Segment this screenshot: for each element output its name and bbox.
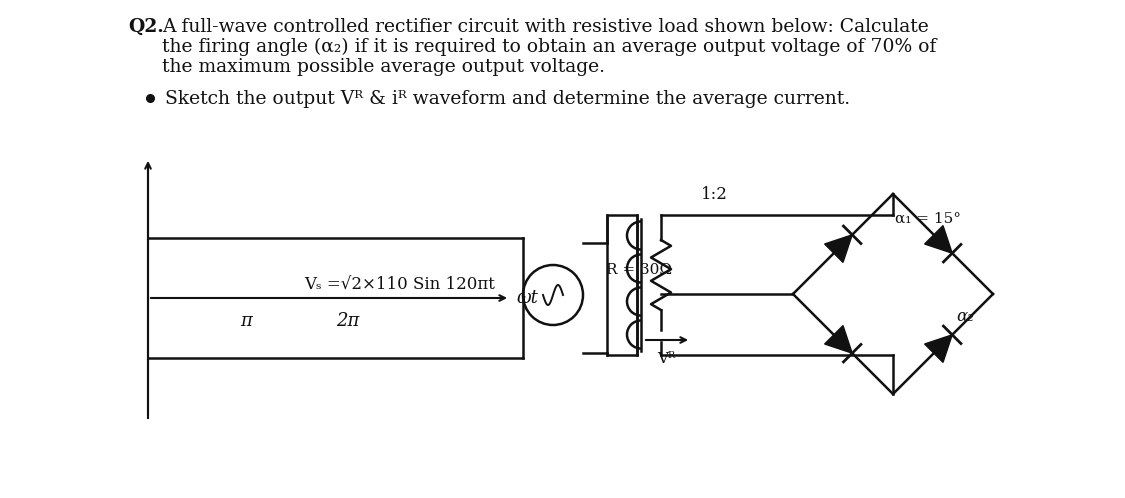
Text: ωt: ωt [516,289,538,307]
Polygon shape [825,235,853,262]
Text: 2π: 2π [336,312,360,330]
Text: Vᴿ: Vᴿ [657,352,675,366]
Bar [608,215,637,355]
Text: the maximum possible average output voltage.: the maximum possible average output volt… [162,58,605,76]
Text: π: π [240,312,252,330]
Text: α₂: α₂ [956,307,974,325]
Text: 1:2: 1:2 [701,186,728,203]
Text: Vₛ =√2×110 Sin 120πt: Vₛ =√2×110 Sin 120πt [305,276,495,293]
Polygon shape [925,335,952,363]
Text: α₁ = 15°: α₁ = 15° [896,212,961,226]
Text: Sketch the output Vᴿ & iᴿ waveform and determine the average current.: Sketch the output Vᴿ & iᴿ waveform and d… [165,90,850,108]
Text: A full-wave controlled rectifier circuit with resistive load shown below: Calcul: A full-wave controlled rectifier circuit… [162,18,929,36]
Polygon shape [925,226,952,253]
Text: R = 30Ω: R = 30Ω [606,263,672,277]
Polygon shape [825,326,853,353]
Text: Q2.: Q2. [128,18,164,36]
Text: the firing angle (α₂) if it is required to obtain an average output voltage of 7: the firing angle (α₂) if it is required … [162,38,936,56]
